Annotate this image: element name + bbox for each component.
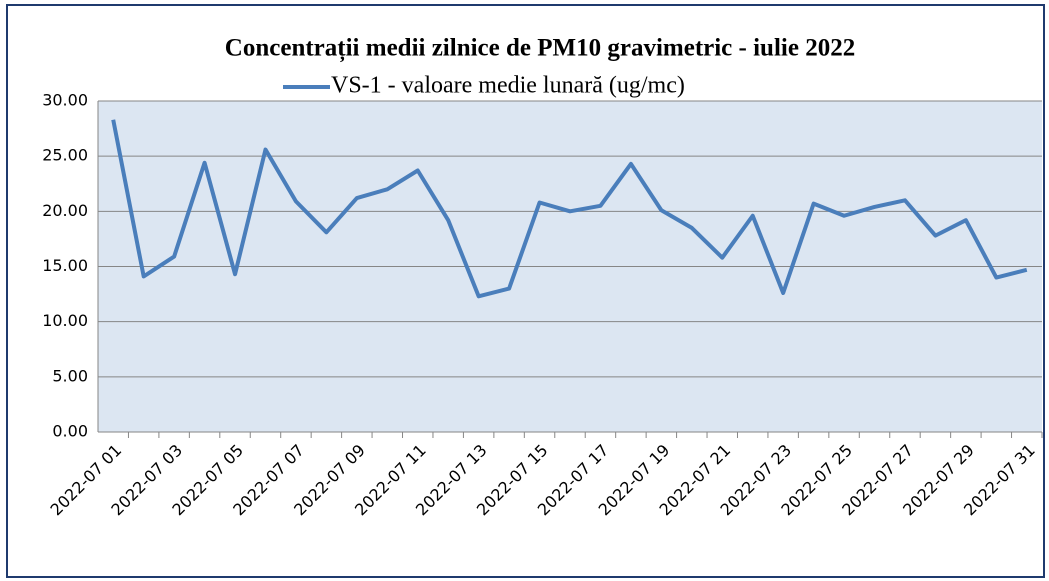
- y-tick-label: 10.00: [42, 311, 88, 330]
- data-line: [111, 119, 1028, 299]
- y-tick-label: 0.00: [52, 422, 88, 441]
- y-tick-label: 30.00: [42, 91, 88, 110]
- y-tick-label: 20.00: [42, 201, 88, 220]
- y-tick-label: 5.00: [52, 366, 88, 385]
- y-tick-label: 15.00: [42, 256, 88, 275]
- legend-label: VS-1 - valoare medie lunară (ug/mc): [331, 73, 685, 99]
- y-tick-label: 25.00: [42, 146, 88, 165]
- chart-title: Concentrații medii zilnice de PM10 gravi…: [225, 35, 855, 63]
